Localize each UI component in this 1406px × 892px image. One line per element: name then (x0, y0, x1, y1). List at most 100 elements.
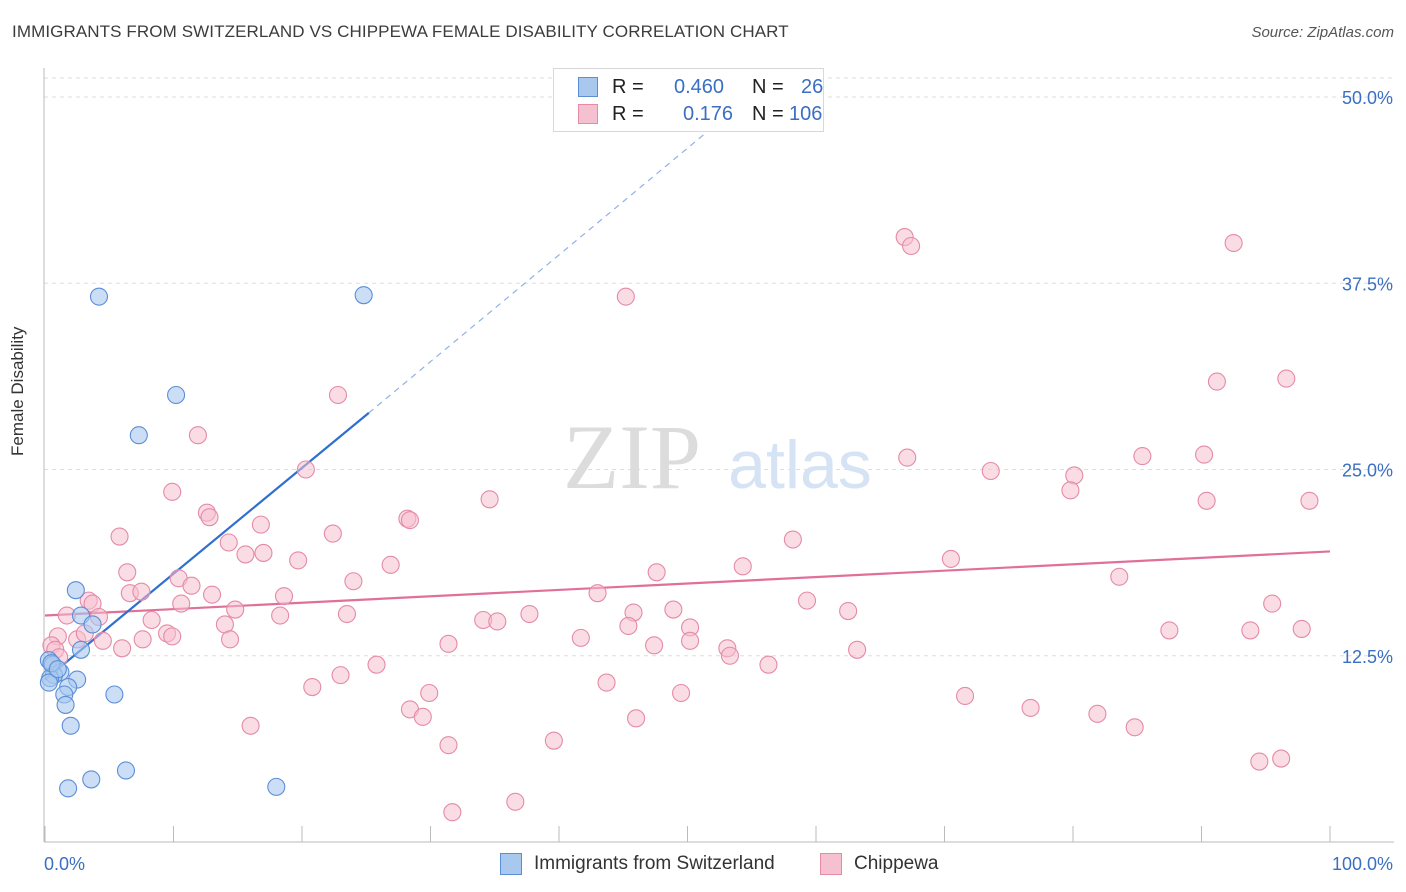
chippewa-point (720, 646, 739, 665)
chippewa-point (93, 631, 112, 650)
switzerland-point (82, 770, 101, 789)
chippewa-point (271, 606, 290, 625)
switzerland-trend-line (44, 412, 370, 681)
legend-r-value: 0.176 (683, 102, 734, 125)
chippewa-point (941, 549, 960, 568)
chippewa-point (439, 736, 458, 755)
chippewa-point (627, 709, 646, 728)
switzerland-point (83, 615, 102, 634)
chippewa-trend-line (44, 550, 1331, 617)
chippewa-point (188, 426, 207, 445)
chippewa-point (1277, 369, 1296, 388)
chippewa-point (1263, 594, 1282, 613)
chippewa-point (839, 601, 858, 621)
bottom-legend-switzerland[interactable]: Immigrants from Switzerland (500, 852, 775, 876)
switzerland-point (89, 287, 109, 306)
chippewa-point (506, 792, 525, 811)
y-tick-label: 37.5% (1342, 274, 1393, 294)
tick-labels: 12.5% 25.0% 37.5% 50.0% 0.0% 100.0% (44, 88, 1393, 874)
chippewa-point (220, 630, 240, 649)
source-label: Source: ZipAtlas.com (1251, 24, 1394, 41)
chippewa-point (619, 616, 638, 636)
chippewa-point (1061, 481, 1080, 500)
chippewa-point (132, 582, 151, 601)
chippewa-point (544, 731, 563, 750)
axes (43, 68, 1394, 843)
chippewa-point (420, 683, 439, 703)
chippewa-point (645, 636, 664, 655)
chippewa-point (1197, 491, 1216, 510)
chippewa-point (1021, 698, 1040, 717)
chippewa-point (664, 600, 683, 619)
chippewa-point (110, 527, 129, 546)
bottom-legend-chippewa[interactable]: Chippewa (820, 852, 939, 876)
chippewa-point (759, 655, 778, 674)
chippewa-point (848, 640, 867, 659)
chippewa-point (118, 563, 137, 582)
chippewa-point (296, 460, 315, 479)
switzerland-point (71, 640, 91, 659)
chippewa-point (797, 591, 817, 610)
chippewa-point (400, 511, 419, 530)
switzerland-point (48, 660, 67, 679)
chippewa-point (588, 584, 607, 603)
switzerland-point (267, 777, 286, 796)
legend-r-label: R = (612, 102, 644, 125)
switzerland-point (56, 695, 75, 714)
chippewa-point (439, 634, 458, 653)
chippewa-point (142, 610, 161, 630)
chippewa-point (1292, 619, 1311, 638)
chippewa-point (1195, 445, 1214, 464)
legend-label-chippewa: Chippewa (854, 853, 939, 874)
chippewa-point (219, 533, 238, 552)
chippewa-point (647, 563, 666, 582)
chippewa-point (182, 576, 201, 595)
switzerland-point (39, 673, 58, 692)
chippewa-point (571, 628, 590, 647)
legend-n-value: 106 (789, 102, 823, 125)
y-tick-label: 50.0% (1342, 88, 1393, 108)
chippewa-point (251, 515, 270, 534)
chippewa-point (1110, 567, 1129, 586)
chippewa-point (1065, 466, 1084, 485)
chippewa-point (323, 524, 342, 543)
chippewa-point (520, 604, 539, 624)
switzerland-points (39, 286, 373, 798)
chippewa-point (254, 543, 273, 562)
chippewa-point (783, 530, 802, 549)
grid-lines (44, 77, 1394, 657)
switzerland-point (354, 286, 373, 305)
chippewa-point (328, 385, 348, 405)
watermark-zip: ZIP (563, 406, 701, 508)
chart-title: IMMIGRANTS FROM SWITZERLAND VS CHIPPEWA … (12, 22, 789, 41)
chippewa-point (413, 707, 432, 726)
chippewa-point (200, 508, 219, 527)
switzerland-point (116, 761, 136, 780)
chippewa-point (443, 803, 462, 822)
legend-label-switzerland: Immigrants from Switzerland (534, 853, 775, 874)
legend-r-value: 0.460 (674, 75, 725, 98)
chippewa-point (163, 482, 182, 501)
y-tick-label: 12.5% (1342, 647, 1393, 667)
switzerland-point (59, 779, 78, 798)
chippewa-point (956, 686, 975, 706)
chippewa-point (681, 631, 700, 650)
chippewa-point (480, 490, 499, 509)
legend-swatch-pink (578, 104, 598, 124)
chippewa-point (289, 551, 308, 570)
switzerland-point (105, 685, 124, 704)
chippewa-point (236, 545, 255, 564)
chippewa-point (1272, 749, 1291, 768)
x-tick-label: 100.0% (1332, 854, 1393, 874)
correlation-legend: R = 0.460 N = 26 R = 0.176 N = 106 (553, 68, 824, 132)
trend-lines (44, 118, 1331, 681)
chippewa-point (381, 555, 400, 574)
switzerland-point (167, 385, 186, 405)
x-tick-label: 0.0% (44, 854, 85, 874)
chippewa-point (616, 287, 635, 306)
chippewa-point (1133, 447, 1152, 466)
legend-swatch-blue (500, 853, 522, 875)
y-axis-label: Female Disability (8, 326, 27, 456)
chippewa-point (1125, 718, 1144, 737)
